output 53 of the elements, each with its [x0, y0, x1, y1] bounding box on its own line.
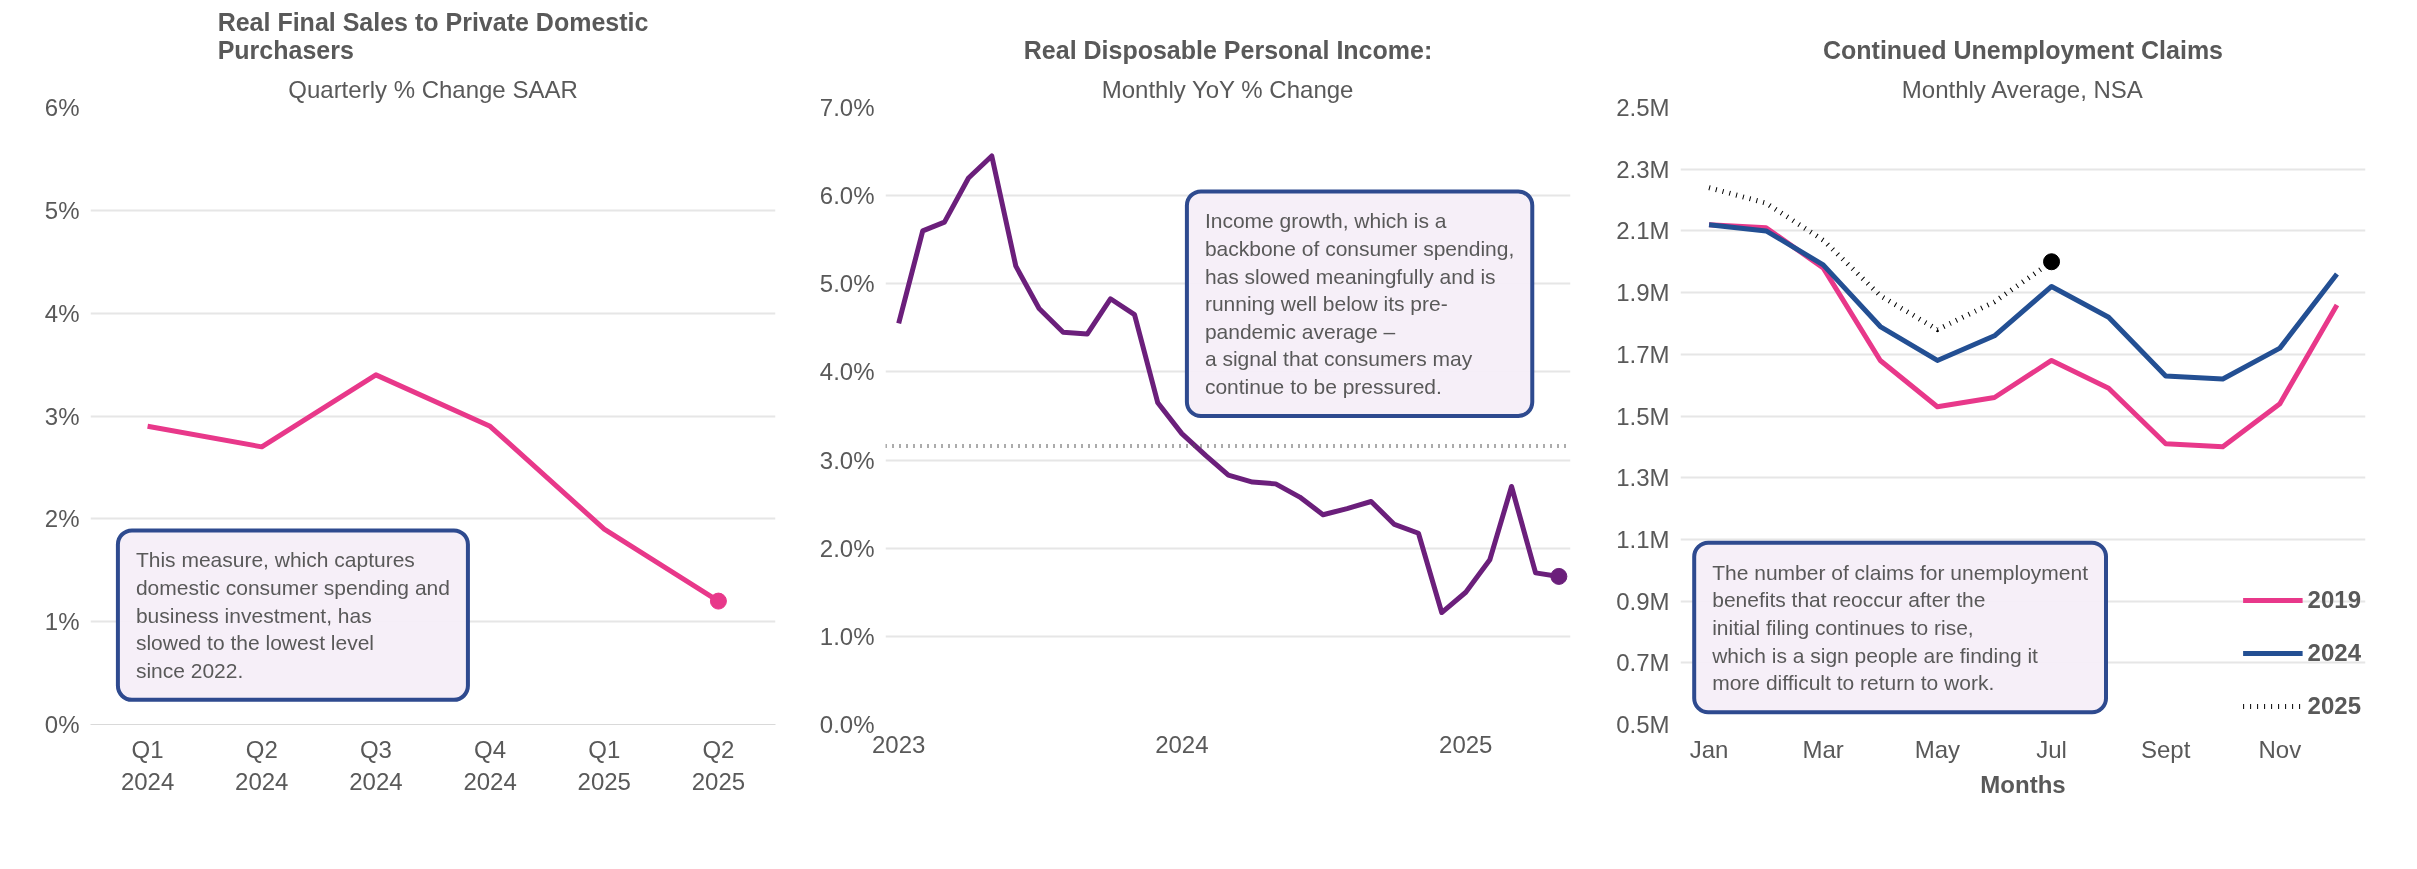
- y-tick-label: 6%: [44, 94, 80, 121]
- annotation: The number of claims for unemployment benefits that reoccur after the initial filing continues to rise, which is a sign people are finding it more difficult to return to work.: [1711, 560, 2089, 695]
- x-tick-label: Sept: [2141, 735, 2191, 763]
- y-tick-label: 2.5M: [1616, 94, 1670, 121]
- y-tick-label: 1.3M: [1616, 464, 1670, 492]
- y-tick-label: 0.9M: [1616, 587, 1670, 615]
- y-tick-label: 3.0%: [819, 446, 875, 474]
- chart-subtitle: Monthly Average, NSA: [1901, 75, 2143, 103]
- chart-subtitle: Monthly YoY % Change: [1101, 75, 1354, 103]
- x-tick-label: Q3 2024: [349, 735, 403, 795]
- x-tick-label: Q2 2024: [235, 735, 289, 795]
- y-tick-label: 1.0%: [819, 622, 875, 650]
- y-tick-label: 1%: [44, 608, 80, 636]
- y-tick-label: 2.1M: [1616, 217, 1670, 245]
- annotation: This measure, which captures domestic consumer spending and business investment, has slowed to the lowest level since 2022.: [135, 548, 450, 682]
- y-tick-label: 1.9M: [1616, 279, 1670, 307]
- y-tick-label: 0.7M: [1616, 649, 1670, 677]
- x-tick-label: Nov: [2258, 735, 2302, 763]
- chart-title: Real Disposable Personal Income:: [1023, 35, 1433, 64]
- chart-title: Real Final Sales to Private Domestic Purchasers: [217, 7, 649, 64]
- x-tick-label: Mar: [1802, 735, 1844, 763]
- y-tick-label: 6.0%: [819, 182, 875, 210]
- x-tick-label: May: [1914, 735, 1961, 763]
- y-tick-label: 0.0%: [819, 711, 875, 738]
- y-tick-label: 1.5M: [1616, 402, 1670, 430]
- x-tick-label: 2024: [1155, 730, 1209, 758]
- annotation: Income growth, which is a backbone of consumer spending, has slowed meaningfully and is running well below its pre-pandemic average – a signal that consumers may continue to be pressured.: [1204, 209, 1515, 398]
- legend-label: 2024: [2307, 639, 2361, 667]
- y-tick-label: 1.1M: [1616, 525, 1670, 553]
- x-tick-label: Jul: [2036, 735, 2067, 763]
- y-tick-label: 4.0%: [819, 358, 875, 386]
- x-tick-label: Q2 2025: [691, 735, 746, 795]
- chart-subtitle: Quarterly % Change SAAR: [288, 75, 578, 103]
- y-tick-label: 2%: [44, 505, 80, 533]
- y-tick-label: 0%: [44, 711, 80, 738]
- x-tick-label: Jan: [1689, 735, 1729, 763]
- y-tick-label: 5%: [44, 196, 80, 224]
- x-tick-label: Q4 2024: [463, 735, 517, 795]
- legend-label: 2019: [2307, 586, 2361, 614]
- x-tick-label: Q1 2024: [120, 735, 175, 795]
- legend-label: 2025: [2307, 692, 2361, 720]
- y-tick-label: 5.0%: [819, 270, 875, 298]
- y-tick-label: 4%: [44, 299, 80, 327]
- x-tick-label: Q1 2025: [577, 735, 631, 795]
- y-tick-label: 3%: [44, 402, 80, 430]
- y-tick-label: 2.0%: [819, 534, 875, 562]
- chart-title: Continued Unemployment Claims: [1822, 35, 2224, 64]
- y-tick-label: 2.3M: [1616, 155, 1670, 183]
- x-tick-label: 2025: [1439, 730, 1493, 758]
- y-tick-label: 7.0%: [819, 94, 875, 121]
- x-axis-title: Months: [1980, 770, 2066, 798]
- y-tick-label: 0.5M: [1616, 711, 1670, 738]
- y-tick-label: 1.7M: [1616, 340, 1670, 368]
